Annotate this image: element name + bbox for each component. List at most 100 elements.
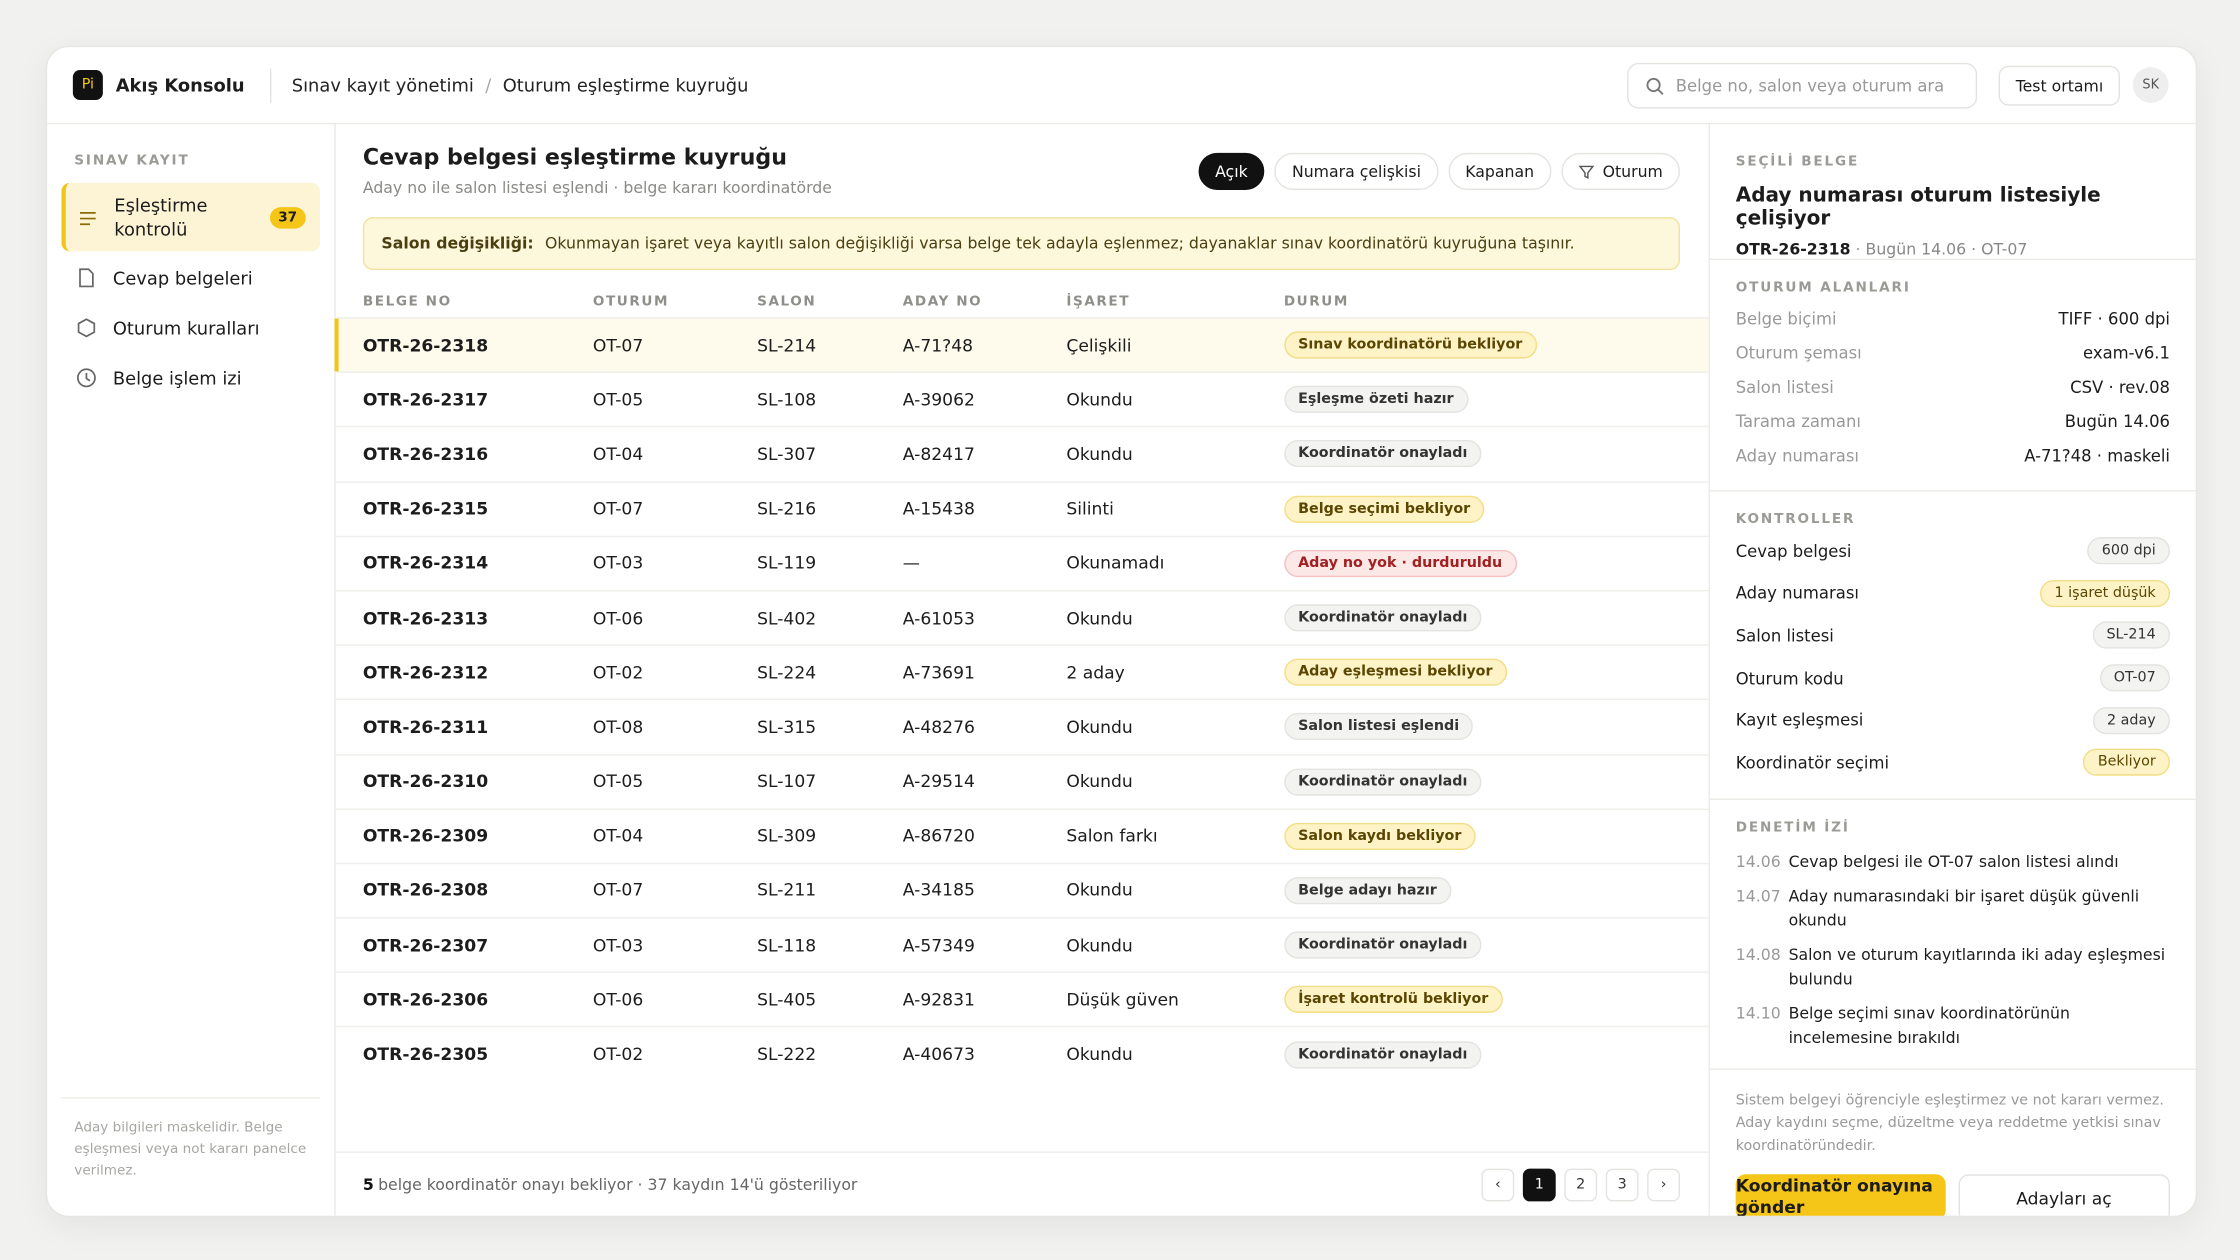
table-row[interactable]: OTR-26-2316 OT-04 SL-307 A-82417 Okundu Koord…	[334, 426, 1709, 482]
page-button[interactable]: 1	[1522, 1168, 1556, 1202]
table-row[interactable]: OTR-26-2315 OT-07 SL-216 A-15438 Silinti Belg…	[334, 480, 1709, 537]
control-label: Oturum kodu	[1735, 667, 1844, 688]
audit-time: 14.08	[1735, 945, 1781, 964]
field-key: Belge biçimi	[1735, 308, 1837, 329]
status-pill: Belge seçimi bekliyor	[1283, 495, 1485, 523]
cell: OTR-26-2317	[334, 371, 593, 427]
cell: Salon listesi eşlendi	[1283, 699, 1709, 755]
cell: Koordinatör onayladı	[1283, 426, 1709, 482]
column-header: İŞARET	[1066, 293, 1131, 310]
table-row[interactable]: OTR-26-2314 OT-03 SL-119— Okunamadı Aday no …	[334, 535, 1709, 591]
audit-time: 14.06	[1735, 852, 1781, 871]
table-row[interactable]: OTR-26-2318 OT-07 SL-214 A-71?48 Çelişkili Sı…	[334, 317, 1709, 373]
field-key: Tarama zamanı	[1735, 411, 1861, 432]
audit-row: 14.07 Aday numarasındaki bir işaret düşük…	[1736, 884, 2170, 933]
status-pill: Koordinatör onayladı	[1283, 931, 1482, 959]
cell: Salon farkı	[1066, 808, 1284, 864]
section-title: DENETİM İZİ	[1735, 819, 1850, 836]
table-row[interactable]: OTR-26-2312 OT-02 SL-224 A-73691 2 aday Aday …	[334, 644, 1709, 700]
cell: SL-402	[757, 589, 903, 646]
cell: Okundu	[1066, 699, 1284, 755]
cell: Okundu	[1066, 426, 1284, 482]
cell: OTR-26-2309	[334, 808, 593, 864]
env-button[interactable]: Test ortamı	[1998, 65, 2121, 106]
table-row[interactable]: OTR-26-2306 OT-06 SL-405 A-92831 Düşük güven…	[334, 971, 1709, 1028]
page-button[interactable]: 3	[1605, 1168, 1639, 1202]
control-row: Salon listesi SL-214	[1736, 615, 2170, 657]
table-footer: 5 belge koordinatör onayı bekliyor · 37 k…	[334, 1151, 1709, 1215]
control-pill: 600 dpi	[2087, 537, 2170, 565]
cell: OTR-26-2306	[334, 971, 593, 1028]
filter-chip[interactable]: Kapanan	[1448, 152, 1552, 190]
page-button[interactable]: 2	[1564, 1168, 1598, 1202]
field-row: Aday numarası A-71?48 · maskeli	[1736, 439, 2170, 473]
field-value: CSV · rev.08	[2070, 377, 2170, 398]
nav-item[interactable]: Oturum kuralları	[61, 303, 320, 352]
cell: Aday eşleşmesi bekliyor	[1283, 644, 1709, 700]
cell: A-71?48	[902, 317, 1067, 373]
field-value: Bugün 14.06	[2064, 411, 2170, 432]
cell: OT-04	[592, 426, 758, 482]
cell: OT-03	[592, 917, 758, 973]
breadcrumb[interactable]: Sınav kayıt yönetimi	[291, 74, 474, 96]
column-header: ADAY NO	[902, 293, 983, 310]
table-row[interactable]: OTR-26-2309 OT-04 SL-309 A-86720 Salon farkı…	[334, 808, 1709, 864]
page-next[interactable]: ›	[1647, 1168, 1680, 1202]
doc-id: OTR-26-2318	[1735, 239, 1851, 259]
doc-meta: Bugün 14.06 · OT-07	[1865, 239, 2028, 259]
search[interactable]: Belge no, salon veya oturum ara	[1627, 62, 1978, 109]
cell: OTR-26-2310	[334, 753, 593, 809]
table-row[interactable]: OTR-26-2308 OT-07 SL-211 A-34185 Okundu Belge…	[334, 862, 1709, 918]
sidebar-note: Aday bilgileri maskelidir. Belge eşleşme…	[74, 1119, 307, 1179]
cell: OT-02	[592, 1026, 758, 1081]
status-pill: Eşleşme özeti hazır	[1283, 386, 1468, 414]
audit-time: 14.10	[1735, 1003, 1781, 1023]
filter-chip[interactable]: Açık	[1197, 152, 1265, 190]
cell: OT-07	[592, 480, 758, 537]
nav-item[interactable]: Belge işlem izi	[61, 353, 320, 402]
table-row[interactable]: OTR-26-2317 OT-05 SL-108 A-39062 Okundu Eşleş…	[334, 371, 1709, 427]
cell: Koordinatör onayladı	[1283, 1026, 1709, 1081]
cell: Belge adayı hazır	[1283, 862, 1709, 918]
table-row[interactable]: OTR-26-2307 OT-03 SL-118 A-57349 Okundu Koord…	[334, 917, 1709, 973]
table-row[interactable]: OTR-26-2311 OT-08 SL-315 A-48276 Okundu Salon…	[334, 699, 1709, 755]
cell: SL-118	[757, 917, 903, 973]
table-row[interactable]: OTR-26-2310 OT-05 SL-107 A-29514 Okundu Koord…	[334, 753, 1709, 809]
audit-row: 14.06 Cevap belgesi ile OT-07 salon liste…	[1736, 849, 2170, 873]
section-title: SEÇİLİ BELGE	[1735, 154, 1860, 170]
secondary-button[interactable]: Adayları aç	[1957, 1173, 2170, 1216]
audit-row: 14.10 Belge seçimi sınav koordinatörünün …	[1736, 1001, 2170, 1050]
cell: A-92831	[902, 971, 1067, 1028]
nav-badge: 37	[269, 206, 306, 228]
cell: A-86720	[902, 808, 1067, 864]
filter-chip[interactable]: Oturum	[1561, 152, 1680, 190]
footer-text: belge koordinatör onayı bekliyor · 37 ka…	[378, 1174, 858, 1194]
primary-button[interactable]: Koordinatör onayına gönder	[1735, 1173, 1945, 1216]
cell: Salon kaydı bekliyor	[1283, 808, 1709, 864]
cell: Okundu	[1066, 917, 1284, 973]
control-row: Cevap belgesi 600 dpi	[1736, 530, 2170, 572]
nav-item[interactable]: Cevap belgeleri	[61, 253, 320, 302]
disclaimer: Sistem belgeyi öğrenciyle eşleştirmez ve…	[1735, 1092, 2164, 1154]
field-key: Salon listesi	[1735, 377, 1834, 398]
cell: Düşük güven	[1066, 971, 1284, 1028]
nav-item[interactable]: Eşleştirme kontrolü 37	[61, 182, 320, 252]
status-pill: İşaret kontrolü bekliyor	[1283, 986, 1503, 1014]
page-prev[interactable]: ‹	[1481, 1168, 1515, 1202]
control-row: Oturum kodu OT-07	[1736, 657, 2170, 699]
cell: SL-224	[757, 644, 903, 700]
app-name: Akış Konsolu	[115, 74, 245, 96]
cell: A-73691	[902, 644, 1067, 700]
table-row[interactable]: OTR-26-2313 OT-06 SL-402 A-61053 Okundu Koord…	[334, 589, 1709, 646]
avatar[interactable]: SK	[2132, 67, 2169, 103]
cell: Okundu	[1066, 753, 1284, 809]
nav-label: Eşleştirme kontrolü	[114, 194, 208, 240]
status-pill: Koordinatör onayladı	[1283, 767, 1482, 796]
filter-chip[interactable]: Numara çelişkisi	[1274, 152, 1439, 190]
breadcrumb: Oturum eşleştirme kuyruğu	[502, 74, 749, 96]
cell: Okunamadı	[1066, 535, 1284, 591]
field-key: Oturum şeması	[1735, 342, 1862, 363]
table-row[interactable]: OTR-26-2305 OT-02 SL-222 A-40673 Okundu Koord…	[334, 1026, 1709, 1081]
cell: Okundu	[1066, 589, 1284, 646]
